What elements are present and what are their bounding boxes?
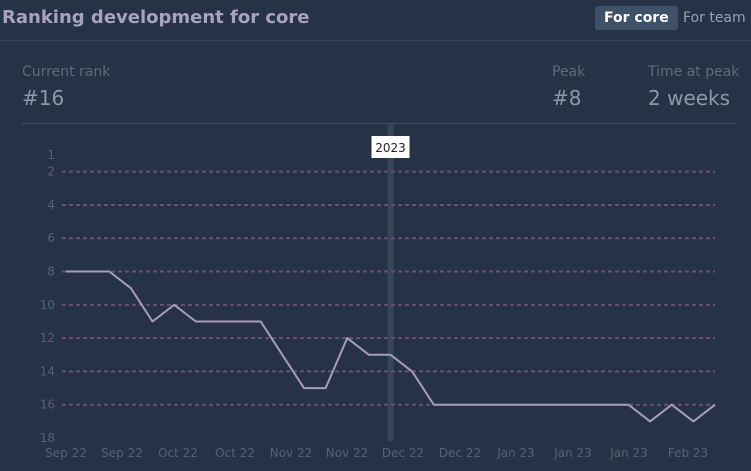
x-tick-label: Jan 23 (609, 446, 648, 460)
x-tick-label: Feb 23 (668, 446, 708, 460)
x-tick-label: Jan 23 (553, 446, 592, 460)
series-layer (66, 270, 716, 423)
x-tick-label: Oct 22 (215, 446, 255, 460)
chart-title: Ranking development for core (2, 7, 310, 28)
y-tick-label: 8 (47, 265, 55, 279)
y-tick-label: 12 (40, 331, 55, 345)
chart-header: Ranking development for core For core Fo… (0, 0, 751, 41)
toggle-for-team-button[interactable]: For team (683, 10, 746, 26)
x-tick-label: Nov 22 (326, 446, 369, 460)
toggle-for-core-button[interactable]: For core (595, 6, 678, 30)
peak-value: #8 (552, 86, 582, 110)
y-tick-label: 10 (40, 298, 55, 312)
grid-layer (62, 170, 715, 406)
x-tick-label: Oct 22 (158, 446, 198, 460)
current-rank-label: Current rank (22, 64, 111, 80)
marker-tag-layer: 2023 (371, 136, 410, 158)
y-tick-label: 6 (47, 231, 55, 245)
x-tick-label: Dec 22 (382, 446, 424, 460)
time-at-peak-label: Time at peak (648, 64, 740, 80)
year-marker-label: 2023 (375, 141, 406, 155)
x-axis: Sep 22 Sep 22 Oct 22 Oct 22 Nov 22 Nov 22 Dec … (45, 446, 708, 460)
y-tick-label: 16 (40, 398, 55, 412)
current-rank-value: #16 (22, 86, 65, 110)
time-at-peak-value: 2 weeks (648, 86, 731, 110)
peak-label: Peak (552, 64, 586, 80)
x-tick-label: Jan 23 (496, 446, 535, 460)
year-marker-band (387, 124, 394, 441)
y-tick-label: 4 (47, 198, 55, 212)
marker-layer (387, 124, 394, 441)
rank-series-line (66, 270, 716, 423)
y-tick-label: 2 (47, 165, 55, 179)
y-tick-label: 14 (40, 364, 55, 378)
x-tick-label: Sep 22 (101, 446, 143, 460)
x-tick-label: Dec 22 (439, 446, 481, 460)
stats-divider (22, 123, 735, 124)
y-tick-label: 18 (40, 431, 55, 445)
x-tick-label: Sep 22 (45, 446, 87, 460)
y-tick-label: 1 (47, 148, 55, 162)
year-marker-tag (371, 136, 410, 158)
x-tick-label: Nov 22 (270, 446, 313, 460)
